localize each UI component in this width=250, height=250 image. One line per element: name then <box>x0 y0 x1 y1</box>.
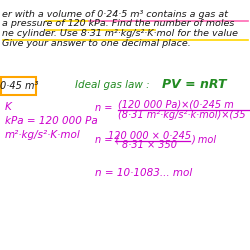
Text: a pressure of 120 kPa. Find the number of moles: a pressure of 120 kPa. Find the number o… <box>2 20 235 28</box>
Text: Ideal gas law :: Ideal gas law : <box>75 80 150 90</box>
Text: kPa = 120 000 Pa: kPa = 120 000 Pa <box>5 116 98 126</box>
Text: Give your answer to one decimal place.: Give your answer to one decimal place. <box>2 38 191 48</box>
FancyBboxPatch shape <box>1 77 36 95</box>
Text: 0·45 m³: 0·45 m³ <box>0 81 38 91</box>
Text: n = (: n = ( <box>95 135 119 145</box>
Text: n =: n = <box>95 103 112 113</box>
Text: (8·31 m²·kg/s²·k·mol)×(35: (8·31 m²·kg/s²·k·mol)×(35 <box>118 110 245 120</box>
Text: n = 10·1083... mol: n = 10·1083... mol <box>95 168 192 177</box>
Text: (120 000 Pa)×(0·245 m: (120 000 Pa)×(0·245 m <box>118 100 233 110</box>
Text: ) mol: ) mol <box>191 135 216 145</box>
Text: PV = nRT: PV = nRT <box>162 78 227 92</box>
Text: ne cylinder. Use 8·31 m²·kg/s²·K·mol for the value: ne cylinder. Use 8·31 m²·kg/s²·K·mol for… <box>2 29 238 38</box>
Text: K: K <box>5 102 12 113</box>
Text: er with a volume of 0·24·5 m³ contains a gas at: er with a volume of 0·24·5 m³ contains a… <box>2 10 228 19</box>
Text: 120 000 × 0·245: 120 000 × 0·245 <box>108 131 192 141</box>
Text: m²·kg/s²·K·mol: m²·kg/s²·K·mol <box>5 130 81 140</box>
Text: 8·31 × 350: 8·31 × 350 <box>122 140 178 150</box>
